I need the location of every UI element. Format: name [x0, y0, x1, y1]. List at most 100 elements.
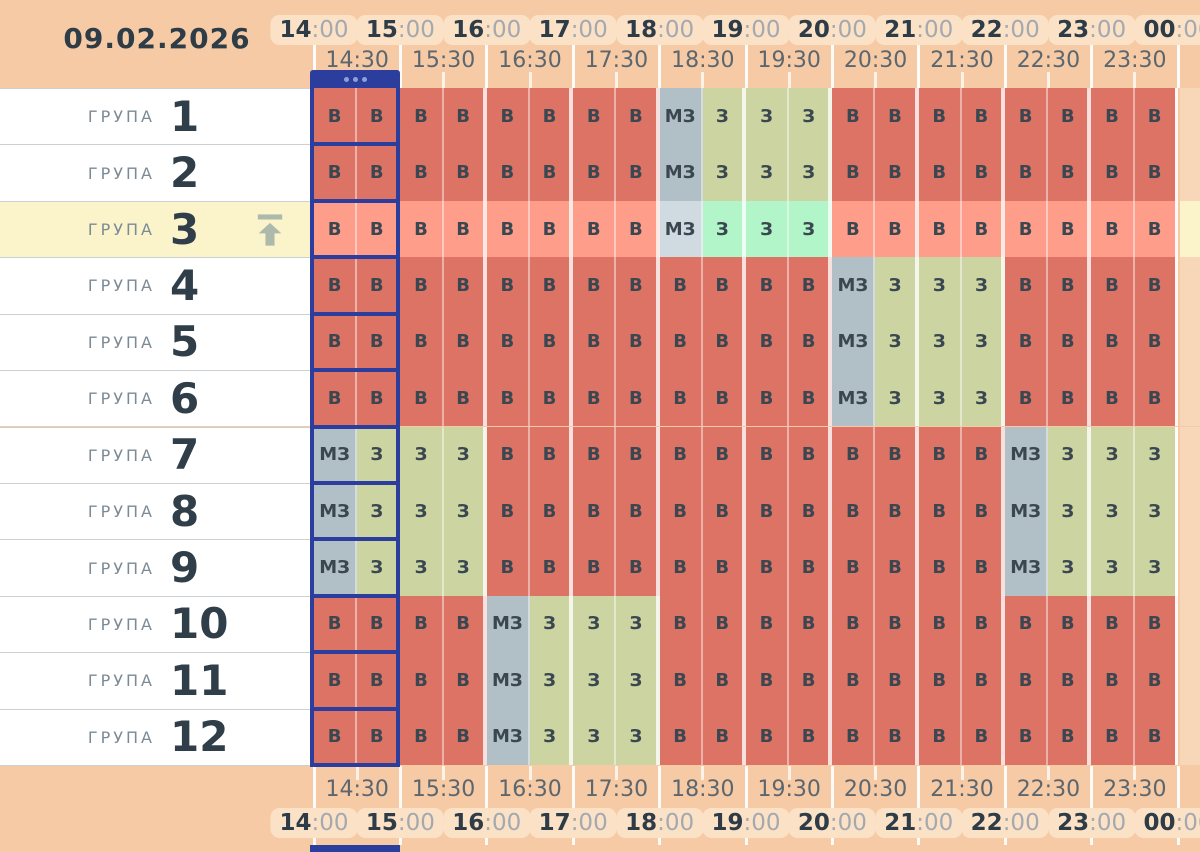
group-number: 8	[170, 491, 199, 533]
group-row[interactable]: ГРУПА3	[0, 201, 314, 257]
group-row[interactable]: ГРУПА6	[0, 370, 314, 426]
group-label: ГРУПА	[0, 276, 155, 295]
schedule-cell: З	[919, 314, 962, 370]
schedule-cell: В	[616, 144, 659, 200]
schedule-cell: В	[789, 709, 832, 765]
schedule-cell: В	[1048, 88, 1091, 144]
schedule-cell: В	[444, 201, 487, 257]
schedule-cell: В	[400, 709, 443, 765]
schedule-cell: МЗ	[314, 427, 357, 483]
schedule-cell: З	[962, 370, 1005, 426]
group-label: ГРУПА	[0, 389, 155, 408]
half-hour-label: 16:30	[498, 777, 561, 802]
selection-handle-bottom[interactable]	[310, 845, 400, 852]
selection-handle-top[interactable]	[310, 70, 400, 88]
group-row[interactable]: ГРУПА5	[0, 314, 314, 370]
schedule-cell: В	[962, 483, 1005, 539]
schedule-cell: В	[1005, 314, 1048, 370]
group-row[interactable]: ГРУПА1	[0, 88, 314, 144]
schedule-cell: З	[703, 88, 746, 144]
schedule-cell: В	[875, 201, 918, 257]
group-row[interactable]: ГРУПА9	[0, 539, 314, 595]
schedule-cell: В	[444, 370, 487, 426]
hour-label: 17	[539, 17, 571, 43]
hour-label: 15	[366, 810, 398, 836]
half-hour-label: 18:30	[671, 777, 734, 802]
schedule-cell: В	[962, 88, 1005, 144]
hour-label-pill: 17:00	[530, 808, 617, 838]
schedule-cell: В	[573, 483, 616, 539]
schedule-cell: З	[962, 314, 1005, 370]
schedule-cell: В	[703, 539, 746, 595]
schedule-cell: МЗ	[487, 652, 530, 708]
schedule-cell: В	[789, 314, 832, 370]
schedule-cell: З	[962, 257, 1005, 313]
schedule-cell: В	[1048, 370, 1091, 426]
group-row[interactable]: ГРУПА2	[0, 144, 314, 200]
schedule-cell: В	[1091, 709, 1134, 765]
group-row[interactable]: ГРУПА11	[0, 652, 314, 708]
schedule-cell: В	[1005, 88, 1048, 144]
group-row[interactable]: ГРУПА8	[0, 483, 314, 539]
row-right-margin	[1180, 596, 1200, 652]
schedule-cell: В	[1091, 652, 1134, 708]
schedule-cell: З	[573, 652, 616, 708]
outage-schedule-page: 09.02.2026 14:0015:0016:0017:0018:0019:0…	[0, 0, 1200, 852]
schedule-cell: В	[1135, 709, 1178, 765]
selection-row-line	[310, 650, 400, 654]
date-label: 09.02.2026	[0, 22, 314, 55]
schedule-cell: З	[875, 370, 918, 426]
half-hour-label: 20:30	[844, 48, 907, 73]
minutes-label: :00	[312, 17, 349, 43]
grid-row: МЗЗЗЗВВВВВВВВВВВВМЗЗЗЗ	[314, 483, 1178, 539]
group-row[interactable]: ГРУПА7	[0, 427, 314, 483]
row-right-margin	[1180, 370, 1200, 426]
schedule-cell: З	[616, 709, 659, 765]
hour-label-pill: 19:00	[702, 15, 789, 45]
schedule-cell: В	[487, 201, 530, 257]
grid-row: ВВВВВВВВВВВВМЗЗЗЗВВВВ	[314, 370, 1178, 426]
hour-label: 19	[711, 17, 743, 43]
group-row[interactable]: ГРУПА10	[0, 596, 314, 652]
schedule-cell: В	[616, 539, 659, 595]
schedule-cell: В	[1135, 201, 1178, 257]
minutes-label: :00	[1089, 17, 1126, 43]
schedule-cell: В	[746, 539, 789, 595]
schedule-cell: В	[357, 314, 400, 370]
scroll-to-top-icon[interactable]	[252, 213, 288, 247]
group-row[interactable]: ГРУПА12	[0, 709, 314, 765]
schedule-cell: В	[314, 257, 357, 313]
schedule-cell: В	[1005, 370, 1048, 426]
schedule-cell: В	[875, 144, 918, 200]
schedule-cell: В	[530, 144, 573, 200]
group-label: ГРУПА	[0, 728, 155, 747]
schedule-cell: В	[400, 652, 443, 708]
schedule-cell: З	[530, 652, 573, 708]
hour-tick	[572, 45, 575, 88]
half-hour-label: 19:30	[757, 48, 820, 73]
minutes-label: :00	[484, 17, 521, 43]
group-row[interactable]: ГРУПА4	[0, 257, 314, 313]
schedule-cell: В	[660, 483, 703, 539]
minutes-label: :00	[398, 17, 435, 43]
row-right-margin	[1180, 709, 1200, 765]
schedule-cell: З	[746, 144, 789, 200]
schedule-cell: В	[919, 88, 962, 144]
half-hour-label: 23:30	[1103, 48, 1166, 73]
schedule-cell: В	[660, 652, 703, 708]
schedule-cell: В	[314, 709, 357, 765]
schedule-cell: В	[962, 539, 1005, 595]
selection-row-line	[310, 481, 400, 485]
grid-row: ВВВВМЗЗЗЗВВВВВВВВВВВВ	[314, 709, 1178, 765]
schedule-cell: В	[832, 709, 875, 765]
grid-row: МЗЗЗЗВВВВВВВВВВВВМЗЗЗЗ	[314, 539, 1178, 595]
hour-label: 00	[1143, 17, 1175, 43]
schedule-cell: З	[789, 88, 832, 144]
hour-tick	[1090, 45, 1093, 88]
half-hour-label: 17:30	[585, 48, 648, 73]
half-hour-label: 15:30	[412, 48, 475, 73]
group-label: ГРУПА	[0, 220, 155, 239]
selection-row-line	[310, 425, 400, 429]
schedule-cell: В	[487, 257, 530, 313]
schedule-cell: В	[919, 652, 962, 708]
